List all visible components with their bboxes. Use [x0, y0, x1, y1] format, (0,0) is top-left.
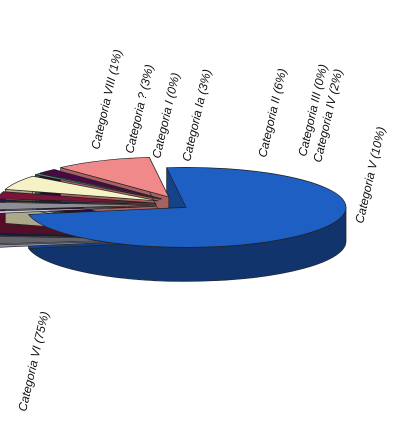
pie-slice-categoria-ia [0, 191, 157, 204]
pie-slice-tops [0, 156, 347, 248]
pie-slice-categoria-iii [35, 173, 162, 200]
pie-slice-categoria-iv [40, 169, 163, 200]
pie-slice-categoria-vi [27, 167, 347, 248]
pie-slice-categoria-viii [0, 205, 157, 214]
label-categoria-vi: Categoria VI (75%) [15, 310, 52, 413]
label-categoria-i: Categoria I (0%) [149, 71, 182, 159]
pie-slice-categoria-v [60, 156, 170, 198]
label-categoria-v: Categoria V (10%) [352, 125, 388, 224]
pie-slice-categoria-i [0, 199, 157, 205]
label-categoria-ia: Categoria Ia (3%) [179, 68, 214, 163]
pie-slice-categoria-ii [4, 175, 159, 202]
pie-slice-categoria [0, 202, 157, 211]
label-categoria-unknown: Categoria ? (3%) [122, 63, 156, 155]
label-categoria-viii: Categoria VIII (1%) [88, 48, 125, 151]
label-categoria-ii: Categoria II (6%) [255, 67, 289, 159]
